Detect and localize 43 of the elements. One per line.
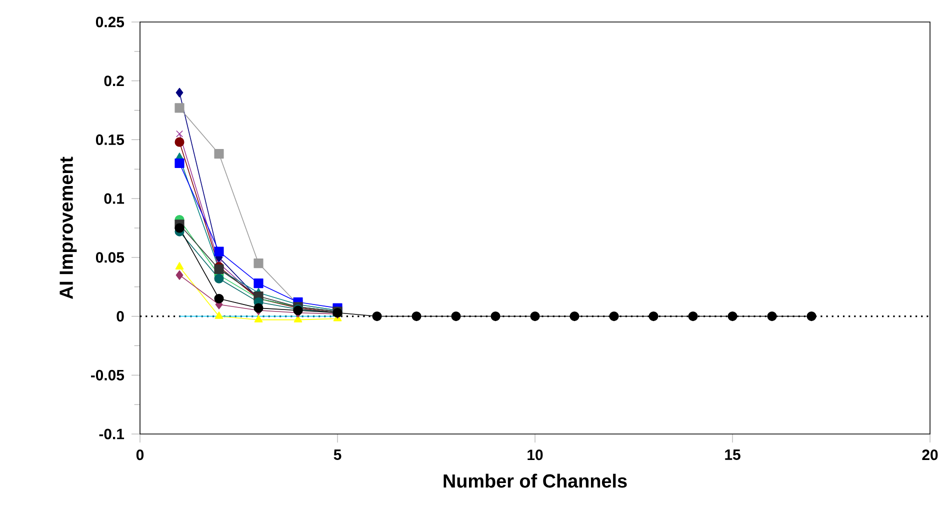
x-tick-label: 0 xyxy=(136,450,144,460)
y-axis-title: AI Improvement xyxy=(60,156,77,300)
x-tick-label: 5 xyxy=(334,450,342,460)
point xyxy=(174,158,184,168)
point xyxy=(451,312,461,322)
point xyxy=(175,262,184,270)
y-tick-label: 0 xyxy=(116,310,124,322)
y-tick-label: 0.2 xyxy=(104,76,124,86)
point xyxy=(176,88,184,98)
point xyxy=(174,103,184,113)
y-tick-label: 0.1 xyxy=(104,193,124,204)
point xyxy=(254,315,263,322)
point xyxy=(530,312,540,322)
point xyxy=(609,312,619,322)
point xyxy=(412,312,422,322)
point xyxy=(728,312,738,322)
point xyxy=(254,278,264,288)
point xyxy=(254,303,264,313)
x-tick-label: 20 xyxy=(922,450,938,460)
point xyxy=(174,223,184,233)
y-tick-label: 0.15 xyxy=(96,134,124,146)
point xyxy=(372,312,382,322)
point xyxy=(214,294,224,304)
point xyxy=(214,149,224,159)
point xyxy=(688,312,698,322)
y-tick-label: 0.25 xyxy=(96,16,124,28)
x-axis-title: Number of Channels xyxy=(444,474,627,488)
point xyxy=(570,312,580,322)
point xyxy=(176,130,183,138)
point xyxy=(806,312,816,322)
point xyxy=(174,137,184,147)
point xyxy=(214,246,224,256)
point xyxy=(214,312,224,319)
point xyxy=(767,312,777,322)
x-tick-label: 10 xyxy=(528,450,543,460)
point xyxy=(490,312,500,322)
y-tick-label: -0.05 xyxy=(90,370,124,380)
point xyxy=(176,270,184,280)
point xyxy=(648,312,658,322)
y-tick-label: -0.1 xyxy=(99,428,124,440)
point xyxy=(254,258,264,268)
y-tick-label: 0.05 xyxy=(96,252,124,263)
x-tick-label: 15 xyxy=(725,450,740,460)
